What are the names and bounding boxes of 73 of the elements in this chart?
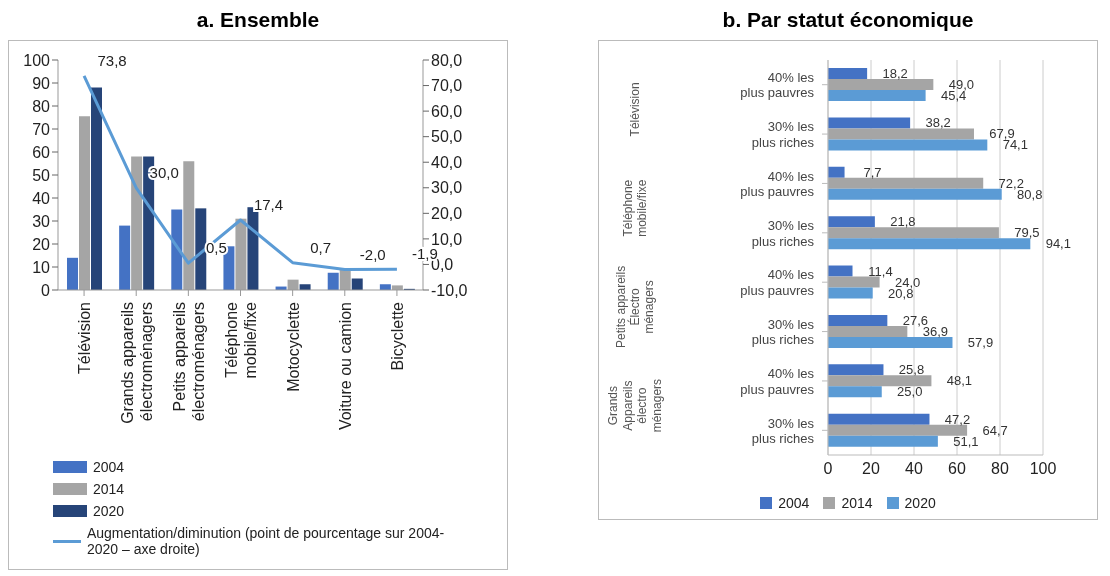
y-tick-label: 30% les plus riches	[751, 415, 815, 446]
y2-tick-label: 10,0	[431, 230, 463, 248]
x-tick-label: 100	[1029, 460, 1057, 478]
data-label: 11,4	[868, 263, 893, 279]
legend-label: 2020	[93, 503, 125, 519]
y-tick-label: 50	[32, 166, 51, 184]
legend-label: 2004	[93, 459, 125, 475]
text: Téléphone mobile/fixe	[620, 179, 650, 237]
data-label: 17,4	[253, 195, 284, 213]
y-tick-label: 0	[41, 281, 51, 299]
y-tick-label: 30% les plus riches	[751, 316, 815, 347]
y2-tick-label: 40,0	[431, 153, 463, 171]
x-tick-label: 40	[905, 460, 923, 478]
y2-tick-label: 80,0	[431, 51, 463, 69]
data-label: 21,8	[890, 214, 916, 230]
data-label: 27,6	[902, 312, 928, 328]
legend-label: 2020	[904, 495, 936, 511]
data-label: 25,0	[897, 384, 923, 400]
legend-label: Augmentation/diminution (point de pourcentage sur 2004-2020 – axe droite)	[86, 525, 446, 557]
y2-tick-label: 50,0	[431, 128, 463, 146]
legend-label: 2004	[778, 495, 810, 511]
x-tick-label: 20	[862, 460, 880, 478]
y-tick-label: 40% les plus pauvres	[740, 266, 815, 298]
data-label: 73,8	[97, 51, 127, 69]
x-tick-label: 60	[948, 460, 966, 478]
y-tick-label: 40% les plus pauvres	[740, 69, 815, 100]
x-tick-label: Télévision	[75, 302, 93, 375]
y2-tick-label: -10,0	[431, 281, 468, 299]
y-tick-label: 30	[32, 212, 51, 230]
data-label: 79,5	[1014, 225, 1040, 241]
y-tick-label: 70	[32, 120, 51, 138]
data-label: 25,8	[898, 362, 925, 378]
data-label: 57,9	[967, 334, 994, 350]
y-tick-label: 20	[32, 235, 51, 253]
y2-tick-label: 30,0	[431, 179, 463, 197]
legend-label: 2014	[841, 495, 873, 511]
y-tick-label: 40	[32, 189, 51, 207]
y-tick-label: 10	[32, 258, 51, 276]
chart-title: b. Par statut économique	[721, 8, 975, 33]
data-label: 47,2	[944, 411, 971, 427]
data-label: 18,2	[882, 66, 908, 81]
y2-tick-label: 60,0	[431, 102, 463, 120]
data-label: 0,7	[310, 238, 332, 256]
data-label: 48,1	[946, 373, 973, 389]
x-tick-label: 0	[823, 460, 833, 478]
y2-tick-label: 70,0	[431, 77, 463, 95]
text: Télévision	[628, 82, 642, 137]
data-label: 64,7	[982, 422, 1008, 438]
x-tick-label: Voiture ou camion	[336, 302, 354, 431]
text: Grands Appareils électro ménagers	[606, 378, 664, 433]
chart-title: a. Ensemble	[195, 8, 321, 33]
x-tick-label: Bicyclette	[388, 301, 406, 371]
x-tick-label: Grands appareils électroménagers	[118, 302, 155, 424]
y-tick-label: 30% les plus riches	[751, 118, 815, 150]
y-tick-label: 90	[32, 74, 51, 92]
y2-tick-label: 20,0	[431, 205, 463, 223]
data-label: -2,0	[359, 245, 386, 263]
data-label: 7,7	[863, 164, 882, 180]
data-label: 51,1	[953, 433, 979, 449]
legend-label: 2014	[93, 481, 125, 497]
data-label: 49,0	[948, 77, 975, 92]
y-tick-label: 30% les plus riches	[751, 217, 815, 249]
x-tick-label: 80	[991, 460, 1009, 478]
x-tick-label: Motocyclette	[284, 301, 302, 392]
y-tick-label: 100	[23, 51, 51, 69]
y-tick-label: 40% les plus pauvres	[740, 168, 815, 199]
text: Petits appareils Électro ménagers	[613, 265, 657, 348]
y-tick-label: 40% les plus pauvres	[740, 365, 815, 397]
data-label: 72,2	[998, 175, 1024, 191]
data-label: 38,2	[925, 115, 951, 131]
data-label: 94,1	[1045, 236, 1071, 252]
y-tick-label: 80	[32, 97, 51, 115]
y-tick-label: 60	[32, 143, 51, 161]
